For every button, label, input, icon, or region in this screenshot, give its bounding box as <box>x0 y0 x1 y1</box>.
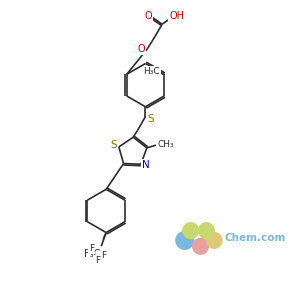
Circle shape <box>193 238 208 254</box>
Text: O: O <box>145 11 152 21</box>
Text: F₃C: F₃C <box>84 249 101 259</box>
Text: H₃C: H₃C <box>143 67 160 76</box>
Circle shape <box>183 223 199 238</box>
Text: F: F <box>102 251 107 260</box>
Text: O: O <box>138 44 145 54</box>
Text: F: F <box>95 256 100 265</box>
Text: F: F <box>89 244 94 253</box>
Text: CH₃: CH₃ <box>157 140 174 149</box>
Text: N: N <box>142 160 150 170</box>
Circle shape <box>206 232 222 248</box>
Text: Chem.com: Chem.com <box>224 233 285 243</box>
Circle shape <box>199 223 214 238</box>
Text: OH: OH <box>169 11 184 21</box>
Text: S: S <box>111 140 117 150</box>
Text: S: S <box>147 114 154 124</box>
Circle shape <box>176 232 194 249</box>
